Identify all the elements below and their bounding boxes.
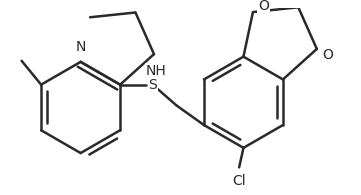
Text: N: N <box>75 40 86 54</box>
Text: NH: NH <box>146 64 166 78</box>
Text: S: S <box>148 78 157 92</box>
Text: O: O <box>258 0 269 12</box>
Text: O: O <box>322 48 333 62</box>
Text: Cl: Cl <box>232 174 246 188</box>
